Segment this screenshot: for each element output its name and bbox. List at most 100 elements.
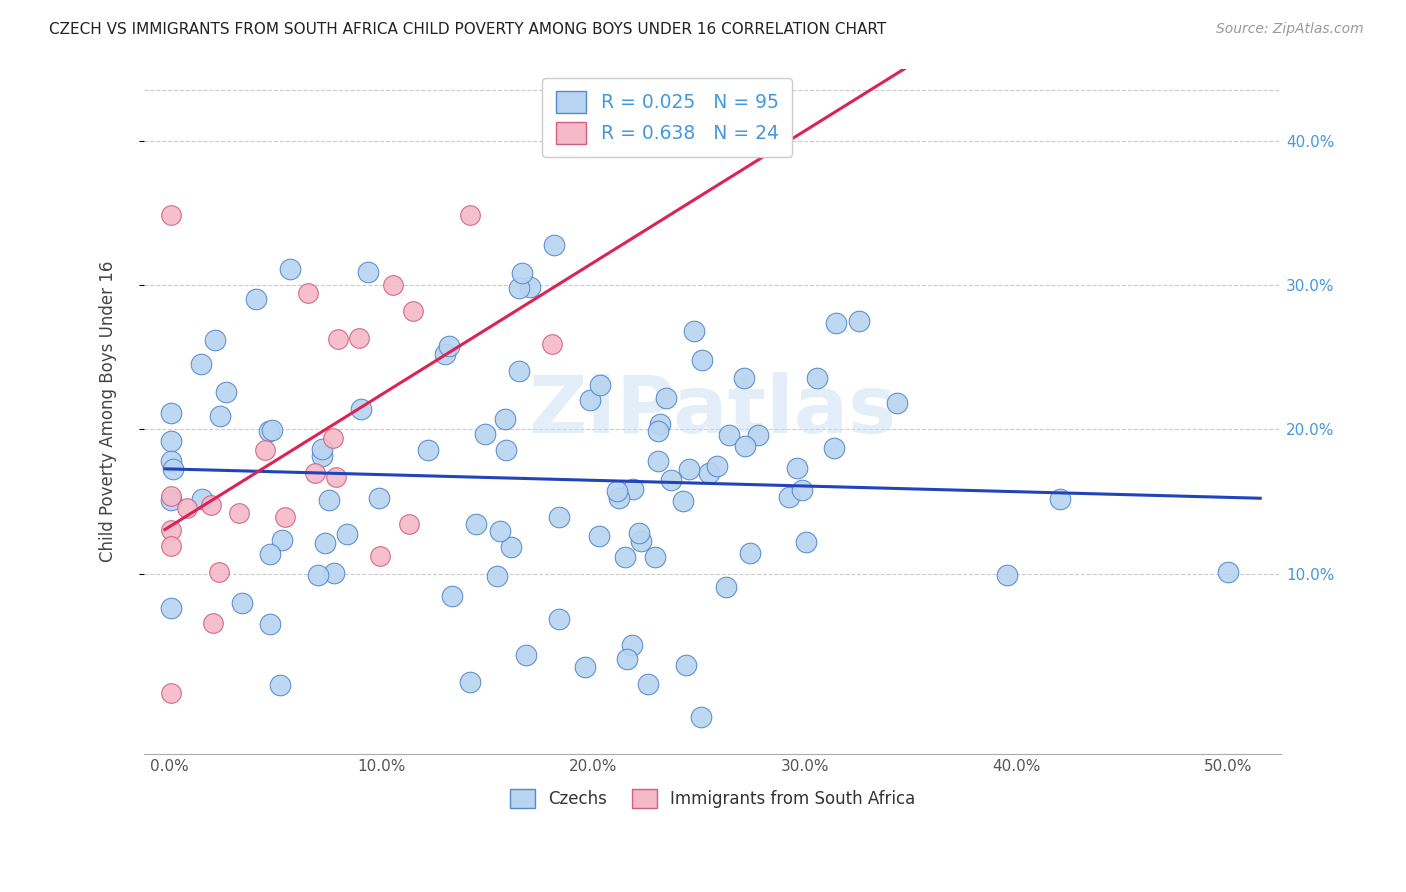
Point (578, 392, 600, 407)
Point (160, 600, 183, 615)
Y-axis label: Child Poverty Among Boys Under 16: Child Poverty Among Boys Under 16 (100, 260, 117, 562)
Point (160, 492, 183, 507)
Point (259, 616, 281, 631)
Point (464, 516, 486, 531)
Point (318, 493, 340, 508)
Point (778, 490, 800, 504)
Point (202, 616, 225, 631)
Point (675, 658, 697, 673)
Point (160, 434, 183, 448)
Point (259, 547, 281, 561)
Point (160, 539, 183, 553)
Point (160, 208, 183, 222)
Point (541, 337, 564, 351)
Point (162, 462, 184, 476)
Point (368, 491, 391, 505)
Point (794, 535, 817, 549)
Point (325, 470, 347, 484)
Point (474, 427, 496, 442)
Point (508, 364, 530, 378)
Point (747, 428, 769, 442)
Point (620, 638, 643, 652)
Point (336, 527, 359, 541)
Point (606, 483, 628, 498)
Point (489, 524, 512, 539)
Point (647, 424, 669, 438)
Point (307, 568, 329, 582)
Point (271, 533, 294, 547)
Point (616, 652, 638, 666)
Text: CZECH VS IMMIGRANTS FROM SOUTH AFRICA CHILD POVERTY AMONG BOYS UNDER 16 CORRELAT: CZECH VS IMMIGRANTS FROM SOUTH AFRICA CH… (49, 22, 886, 37)
Point (733, 371, 755, 385)
Point (347, 331, 370, 345)
Point (690, 353, 713, 368)
Point (607, 491, 630, 505)
Point (311, 449, 333, 463)
Point (418, 442, 440, 457)
Point (574, 660, 596, 674)
Point (191, 492, 214, 507)
Point (278, 262, 301, 277)
Point (734, 439, 756, 453)
Point (215, 385, 238, 400)
Point (245, 292, 267, 306)
Point (718, 428, 741, 442)
Point (655, 391, 678, 405)
Point (160, 686, 183, 700)
Point (269, 678, 291, 692)
Point (672, 494, 695, 508)
Point (613, 549, 636, 564)
Point (823, 441, 845, 455)
Point (519, 280, 541, 294)
Point (368, 549, 391, 563)
Point (357, 265, 380, 279)
Point (738, 545, 761, 559)
Point (786, 461, 808, 475)
Point (495, 442, 517, 457)
Point (806, 371, 828, 385)
Point (262, 424, 284, 438)
Point (588, 529, 610, 543)
Point (204, 334, 226, 348)
Legend: Czechs, Immigrants from South Africa: Czechs, Immigrants from South Africa (503, 782, 922, 814)
Point (398, 517, 420, 532)
Point (623, 482, 645, 496)
Point (547, 612, 569, 626)
Point (499, 541, 522, 555)
Point (697, 466, 720, 480)
Point (434, 347, 457, 361)
Point (644, 549, 666, 564)
Point (274, 510, 297, 524)
Point (458, 675, 481, 690)
Point (706, 459, 728, 474)
Point (160, 524, 183, 538)
Text: Source: ZipAtlas.com: Source: ZipAtlas.com (1216, 22, 1364, 37)
Point (886, 396, 908, 410)
Point (628, 526, 651, 541)
Point (510, 266, 533, 280)
Point (825, 316, 848, 330)
Point (209, 409, 232, 424)
Point (200, 498, 222, 512)
Point (548, 510, 571, 524)
Point (323, 566, 346, 581)
Point (160, 454, 183, 468)
Point (160, 405, 183, 419)
Point (439, 339, 461, 353)
Point (176, 501, 198, 516)
Point (441, 589, 464, 603)
Point (995, 567, 1018, 582)
Text: ZIPatlas: ZIPatlas (529, 372, 897, 450)
Point (402, 303, 425, 318)
Point (228, 506, 250, 520)
Point (682, 324, 704, 338)
Point (311, 442, 333, 456)
Point (326, 332, 349, 346)
Point (297, 286, 319, 301)
Point (208, 565, 231, 579)
Point (515, 648, 537, 662)
Point (257, 424, 280, 438)
Point (304, 467, 326, 481)
Point (661, 474, 683, 488)
Point (322, 431, 344, 445)
